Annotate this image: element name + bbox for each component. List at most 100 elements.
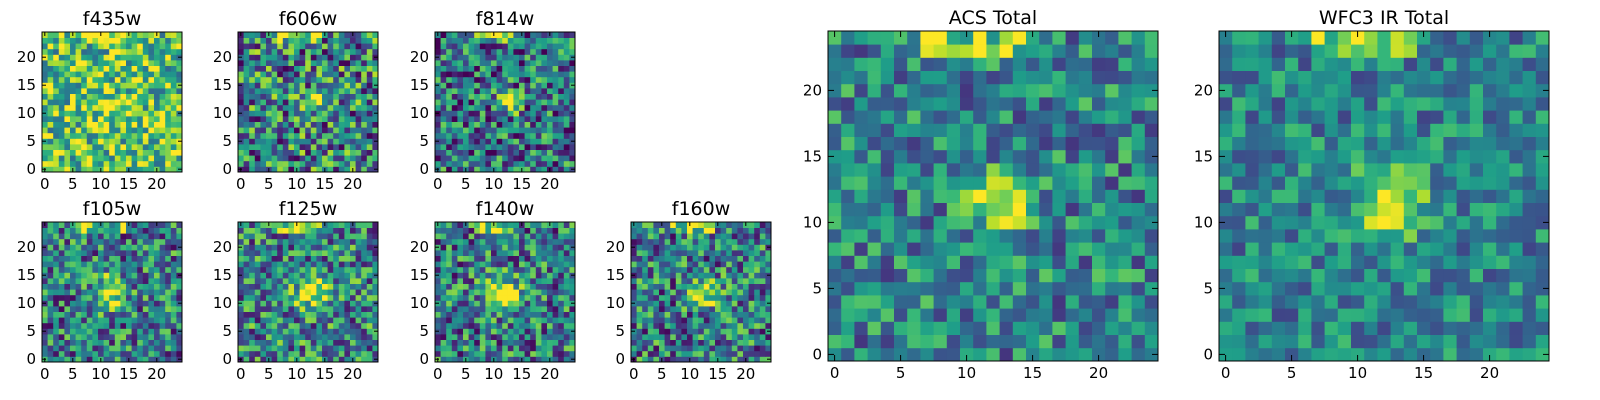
heatmap-cell <box>361 345 368 352</box>
heatmap-cell <box>880 229 895 243</box>
heatmap-cell <box>659 238 665 245</box>
heatmap-cell <box>748 238 755 245</box>
heatmap-cell <box>176 266 183 273</box>
heatmap-cell <box>282 149 289 156</box>
heatmap-cell <box>92 37 99 44</box>
heatmap-cell <box>558 104 565 111</box>
heatmap-cell <box>446 71 453 78</box>
heatmap-cell <box>333 250 340 256</box>
heatmap-cell <box>154 261 160 268</box>
heatmap-cell <box>759 350 766 357</box>
heatmap-cell <box>468 110 475 117</box>
heatmap-cell <box>709 356 716 363</box>
heatmap-cell <box>350 116 356 122</box>
heatmap-cell <box>366 244 373 251</box>
heatmap-cell <box>748 317 755 324</box>
heatmap-cell <box>894 242 908 256</box>
heatmap-cell <box>344 93 351 100</box>
heatmap-cell <box>154 76 160 83</box>
heatmap-cell <box>867 281 882 296</box>
heatmap-cell <box>440 104 447 111</box>
heatmap-cell <box>170 93 177 100</box>
heatmap-cell <box>327 289 334 296</box>
heatmap-cell <box>109 272 116 279</box>
heatmap-cell <box>765 255 772 262</box>
heatmap-cell <box>103 32 110 38</box>
heatmap-cell <box>58 283 65 290</box>
heatmap-cell <box>451 278 458 284</box>
heatmap-cell <box>81 82 88 89</box>
y-tick-label: 20 <box>17 48 36 66</box>
heatmap-cell <box>64 37 71 44</box>
heatmap-cell <box>653 356 660 363</box>
heatmap-cell <box>42 99 48 106</box>
heatmap-cell <box>243 294 250 301</box>
heatmap-cell <box>310 99 317 106</box>
heatmap-cell <box>42 37 48 44</box>
heatmap-cell <box>103 300 110 307</box>
heatmap-cell <box>675 289 682 296</box>
heatmap-cell <box>53 60 60 66</box>
heatmap-cell <box>731 322 738 329</box>
heatmap-cell <box>451 283 458 290</box>
heatmap-cell <box>148 99 155 106</box>
heatmap-cell <box>485 144 492 150</box>
heatmap-cell <box>670 350 677 357</box>
heatmap-cell <box>58 250 65 256</box>
heatmap-cell <box>142 166 149 173</box>
heatmap-cell <box>535 60 542 66</box>
heatmap-cell <box>479 350 486 357</box>
heatmap-cell <box>519 110 525 117</box>
heatmap-cell <box>547 233 553 240</box>
heatmap-cell <box>350 82 356 89</box>
heatmap-cell <box>440 132 447 139</box>
heatmap-cell <box>81 356 88 363</box>
heatmap-cell <box>530 54 537 61</box>
heatmap-cell <box>720 311 727 318</box>
heatmap-cell <box>103 82 110 89</box>
heatmap-cell <box>53 222 60 228</box>
heatmap-cell <box>103 127 110 134</box>
heatmap-cell <box>170 272 177 279</box>
heatmap-cell <box>137 110 144 117</box>
heatmap-cell <box>519 317 525 324</box>
heatmap-cell <box>507 144 514 150</box>
heatmap-cell <box>946 202 961 217</box>
heatmap-cell <box>53 244 60 251</box>
heatmap-cell <box>530 222 537 228</box>
heatmap-cell <box>485 65 492 72</box>
heatmap-cell <box>552 317 559 324</box>
heatmap-cell <box>299 166 306 173</box>
heatmap-cell <box>92 93 99 100</box>
heatmap-cell <box>731 222 738 228</box>
heatmap-cell <box>53 289 60 296</box>
heatmap-cell <box>170 311 177 318</box>
heatmap-cell <box>366 227 373 234</box>
heatmap-cell <box>277 255 284 262</box>
heatmap-cell <box>435 345 441 352</box>
heatmap-cell <box>344 160 351 167</box>
heatmap-cell <box>81 60 88 66</box>
heatmap-cell <box>709 322 716 329</box>
heatmap-cell <box>1092 202 1106 217</box>
heatmap-cell <box>1012 202 1027 217</box>
heatmap-cell <box>148 233 155 240</box>
heatmap-cell <box>170 250 177 256</box>
heatmap-cell <box>519 155 525 162</box>
heatmap-cell <box>305 300 312 307</box>
heatmap-cell <box>435 127 441 134</box>
heatmap-cell <box>131 322 138 329</box>
heatmap-cell <box>288 65 295 72</box>
heatmap-cell <box>636 306 643 312</box>
heatmap-cell <box>1039 321 1053 335</box>
heatmap-cell <box>92 350 99 357</box>
heatmap-cell <box>75 88 82 94</box>
heatmap-cell <box>344 82 351 89</box>
heatmap-cell <box>457 99 464 106</box>
heatmap-cell <box>731 294 738 301</box>
heatmap-cell <box>491 334 497 340</box>
heatmap-cell <box>502 350 509 357</box>
heatmap-cell <box>1118 242 1132 256</box>
